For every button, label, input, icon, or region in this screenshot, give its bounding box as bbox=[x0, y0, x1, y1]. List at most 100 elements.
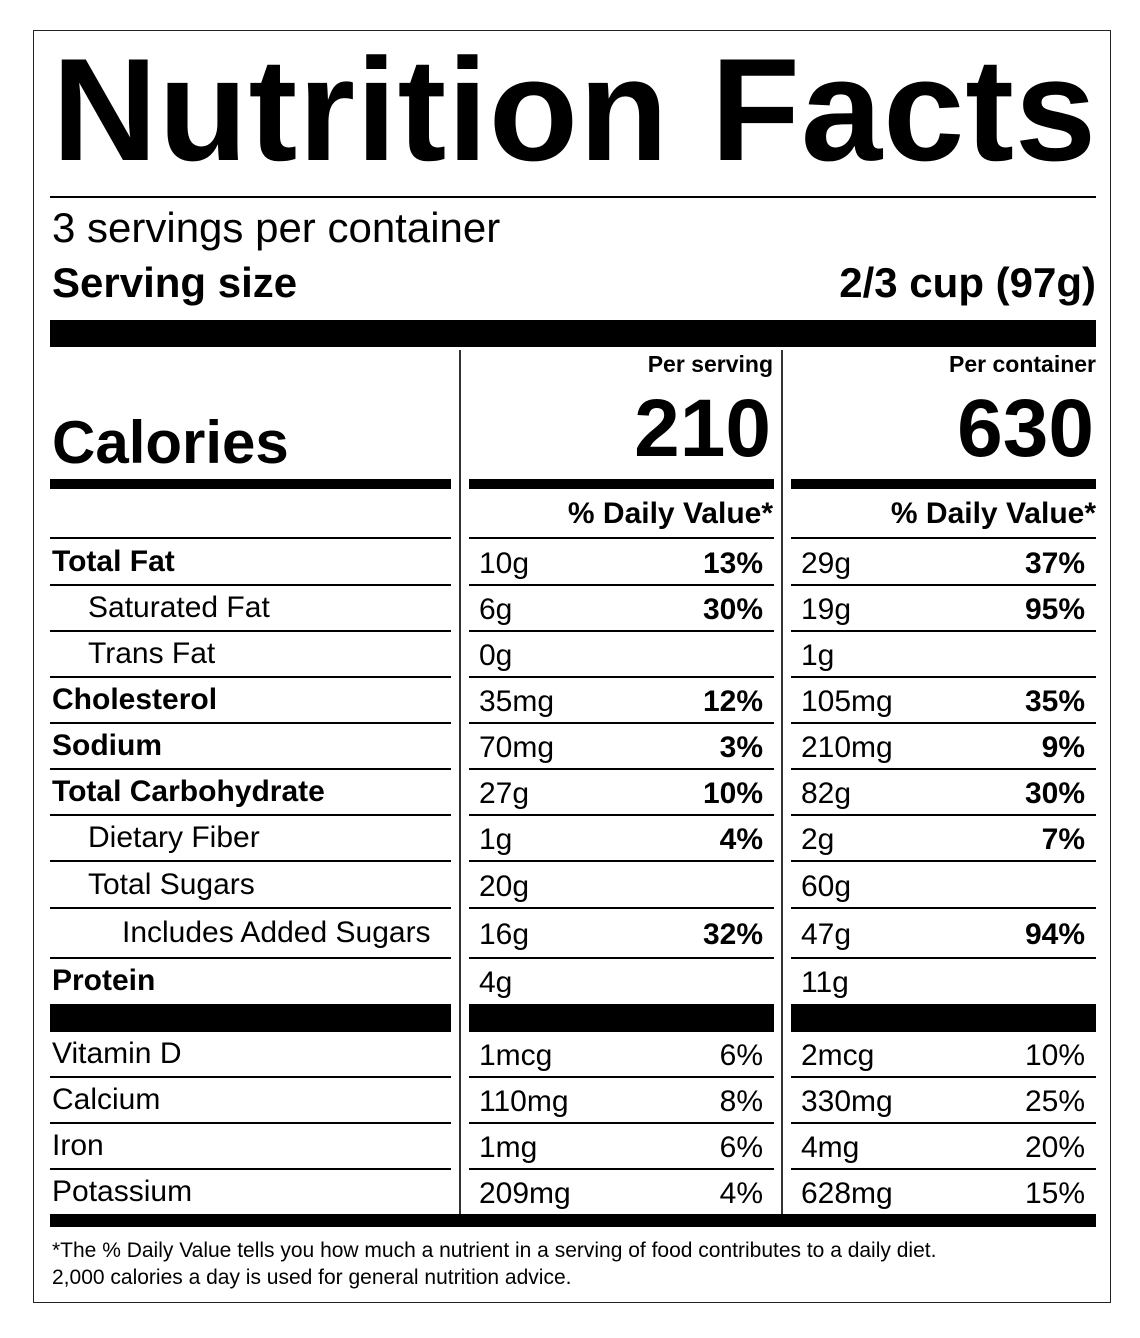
divider bbox=[50, 196, 1096, 198]
row-divider bbox=[50, 957, 451, 959]
nutrient-name: Trans Fat bbox=[88, 637, 216, 670]
thick-bar bbox=[50, 320, 1096, 347]
row-divider bbox=[791, 1122, 1096, 1124]
row-divider bbox=[469, 630, 774, 632]
row-divider bbox=[469, 907, 774, 909]
serving-amount: 35mg bbox=[479, 685, 555, 718]
container-daily-value: 35% bbox=[1024, 685, 1085, 718]
row-divider bbox=[50, 1076, 451, 1078]
serving-daily-value: 8% bbox=[719, 1085, 763, 1118]
nutrient-name: Cholesterol bbox=[52, 683, 218, 716]
container-amount: 210mg bbox=[801, 731, 893, 764]
nutrient-name: Protein bbox=[52, 964, 156, 997]
serving-amount: 0g bbox=[479, 639, 513, 672]
container-amount: 47g bbox=[801, 918, 852, 951]
servings-per-container: 3 servings per container bbox=[52, 204, 501, 251]
container-amount: 628mg bbox=[801, 1176, 893, 1210]
serving-amount: 4g bbox=[479, 966, 513, 999]
serving-daily-value: 13% bbox=[702, 546, 763, 580]
thick-bar bbox=[791, 479, 1096, 489]
serving-amount: 1g bbox=[479, 823, 513, 856]
serving-amount: 209mg bbox=[479, 1176, 571, 1210]
nutrient-name: Calcium bbox=[52, 1083, 161, 1116]
container-amount: 19g bbox=[801, 593, 852, 626]
row-divider bbox=[469, 537, 774, 539]
column-divider bbox=[781, 350, 783, 1214]
row-divider bbox=[50, 907, 451, 909]
nutrient-name: Includes Added Sugars bbox=[122, 916, 431, 949]
serving-daily-value: 12% bbox=[702, 685, 763, 718]
row-divider bbox=[50, 584, 451, 586]
row-divider bbox=[469, 860, 774, 862]
serving-daily-value: 3% bbox=[719, 731, 763, 764]
daily-value-header-serving: % Daily Value* bbox=[567, 497, 773, 530]
serving-amount: 1mcg bbox=[479, 1039, 553, 1072]
container-amount: 60g bbox=[801, 869, 852, 903]
container-daily-value: 95% bbox=[1024, 593, 1085, 626]
container-daily-value: 9% bbox=[1041, 731, 1085, 764]
nutrient-name: Vitamin D bbox=[52, 1037, 182, 1070]
row-divider bbox=[50, 676, 451, 678]
row-divider bbox=[50, 814, 451, 816]
serving-amount: 27g bbox=[479, 777, 530, 810]
label-title: Nutrition Facts bbox=[52, 28, 1098, 191]
container-amount: 2g bbox=[801, 823, 835, 856]
serving-size-label: Serving size bbox=[52, 259, 298, 306]
container-daily-value: 7% bbox=[1041, 823, 1085, 856]
row-divider bbox=[791, 768, 1096, 770]
row-divider bbox=[791, 1030, 1096, 1032]
nutrient-name: Saturated Fat bbox=[88, 591, 270, 624]
serving-daily-value: 10% bbox=[702, 777, 763, 810]
thick-bar bbox=[469, 479, 774, 489]
serving-daily-value: 6% bbox=[719, 1131, 763, 1164]
row-divider bbox=[469, 957, 774, 959]
row-divider bbox=[469, 768, 774, 770]
per-container-label: Per container bbox=[949, 351, 1096, 377]
serving-daily-value: 32% bbox=[702, 918, 763, 951]
row-divider bbox=[469, 1168, 774, 1170]
thick-bar bbox=[50, 479, 451, 489]
row-divider bbox=[791, 584, 1096, 586]
serving-amount: 10g bbox=[479, 546, 530, 580]
container-daily-value: 94% bbox=[1024, 918, 1085, 951]
serving-amount: 6g bbox=[479, 593, 513, 626]
row-divider bbox=[791, 1076, 1096, 1078]
row-divider bbox=[791, 722, 1096, 724]
serving-amount: 16g bbox=[479, 918, 530, 951]
serving-daily-value: 6% bbox=[719, 1039, 763, 1072]
column-divider bbox=[459, 350, 461, 1214]
row-divider bbox=[791, 814, 1096, 816]
container-amount: 11g bbox=[801, 966, 849, 999]
row-divider bbox=[50, 1030, 451, 1032]
thick-bar bbox=[50, 1004, 451, 1031]
per-serving-label: Per serving bbox=[647, 351, 773, 377]
serving-daily-value: 30% bbox=[702, 593, 763, 626]
thick-bar bbox=[50, 1214, 1096, 1227]
row-divider bbox=[469, 584, 774, 586]
container-amount: 2mcg bbox=[801, 1039, 875, 1072]
container-daily-value: 37% bbox=[1024, 546, 1085, 580]
serving-size-value: 2/3 cup (97g) bbox=[839, 259, 1096, 306]
container-amount: 330mg bbox=[801, 1085, 893, 1118]
nutrient-name: Iron bbox=[52, 1129, 104, 1162]
container-amount: 105mg bbox=[801, 685, 893, 718]
nutrient-name: Dietary Fiber bbox=[88, 821, 260, 854]
serving-amount: 110mg bbox=[479, 1085, 569, 1118]
row-divider bbox=[791, 537, 1096, 539]
row-divider bbox=[50, 768, 451, 770]
label-frame bbox=[33, 30, 1111, 1303]
calories-label: Calories bbox=[52, 409, 289, 476]
container-daily-value: 25% bbox=[1024, 1085, 1085, 1118]
container-daily-value: 30% bbox=[1024, 777, 1085, 810]
serving-daily-value: 4% bbox=[719, 1176, 763, 1210]
footnote: *The % Daily Value tells you how much a … bbox=[52, 1237, 936, 1291]
row-divider bbox=[469, 1076, 774, 1078]
row-divider bbox=[791, 676, 1096, 678]
row-divider bbox=[469, 722, 774, 724]
row-divider bbox=[50, 722, 451, 724]
container-amount: 29g bbox=[801, 546, 852, 580]
nutrient-name: Potassium bbox=[52, 1174, 193, 1208]
container-daily-value: 20% bbox=[1024, 1131, 1085, 1164]
row-divider bbox=[791, 1168, 1096, 1170]
footnote-line-1: *The % Daily Value tells you how much a … bbox=[52, 1239, 937, 1262]
